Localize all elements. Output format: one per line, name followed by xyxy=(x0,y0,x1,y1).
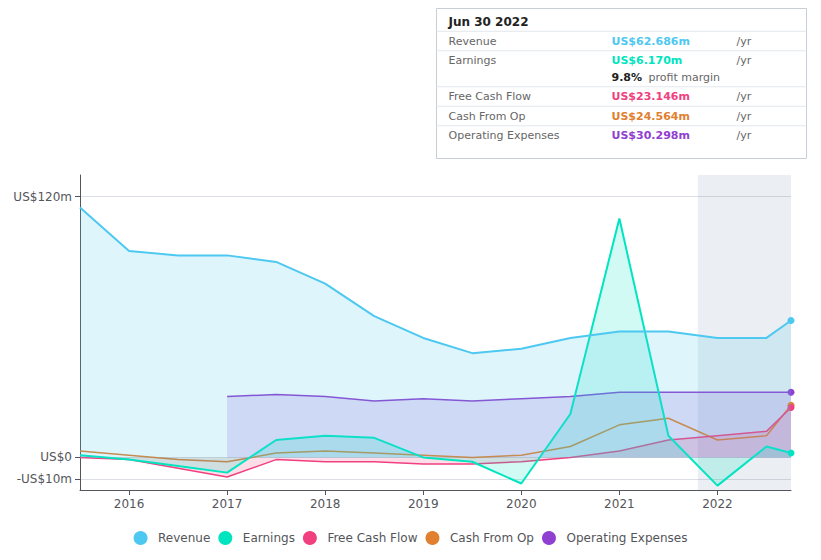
svg-text:Earnings: Earnings xyxy=(449,54,497,67)
svg-text:2016: 2016 xyxy=(114,497,145,511)
svg-text:Earnings: Earnings xyxy=(243,531,295,545)
svg-text:2019: 2019 xyxy=(408,497,439,511)
svg-text:US$62.686m: US$62.686m xyxy=(612,35,690,48)
svg-text:Free Cash Flow: Free Cash Flow xyxy=(327,531,417,545)
svg-text:/yr: /yr xyxy=(737,35,752,48)
svg-text:profit margin: profit margin xyxy=(649,71,721,84)
svg-text:Operating Expenses: Operating Expenses xyxy=(566,531,687,545)
svg-text:US$24.564m: US$24.564m xyxy=(612,110,690,123)
svg-text:Operating Expenses: Operating Expenses xyxy=(449,129,560,142)
svg-text:-US$10m: -US$10m xyxy=(17,472,72,486)
svg-text:US$30.298m: US$30.298m xyxy=(612,129,690,142)
svg-text:/yr: /yr xyxy=(737,110,752,123)
svg-text:US$6.170m: US$6.170m xyxy=(612,54,683,67)
svg-text:2021: 2021 xyxy=(604,497,635,511)
svg-text:Free Cash Flow: Free Cash Flow xyxy=(449,90,532,103)
svg-text:2020: 2020 xyxy=(506,497,537,511)
svg-text:Jun 30 2022: Jun 30 2022 xyxy=(448,15,529,29)
svg-text:US$0: US$0 xyxy=(40,450,72,464)
svg-text:2017: 2017 xyxy=(212,497,243,511)
svg-text:Revenue: Revenue xyxy=(158,531,210,545)
svg-text:Cash From Op: Cash From Op xyxy=(449,110,526,123)
svg-text:9.8%: 9.8% xyxy=(612,71,643,84)
svg-text:Cash From Op: Cash From Op xyxy=(450,531,534,545)
svg-text:/yr: /yr xyxy=(737,90,752,103)
svg-text:2022: 2022 xyxy=(702,497,733,511)
svg-text:US$120m: US$120m xyxy=(13,190,72,204)
svg-text:Revenue: Revenue xyxy=(449,35,497,48)
svg-text:US$23.146m: US$23.146m xyxy=(612,90,690,103)
svg-text:/yr: /yr xyxy=(737,54,752,67)
svg-text:/yr: /yr xyxy=(737,129,752,142)
svg-text:2018: 2018 xyxy=(310,497,341,511)
